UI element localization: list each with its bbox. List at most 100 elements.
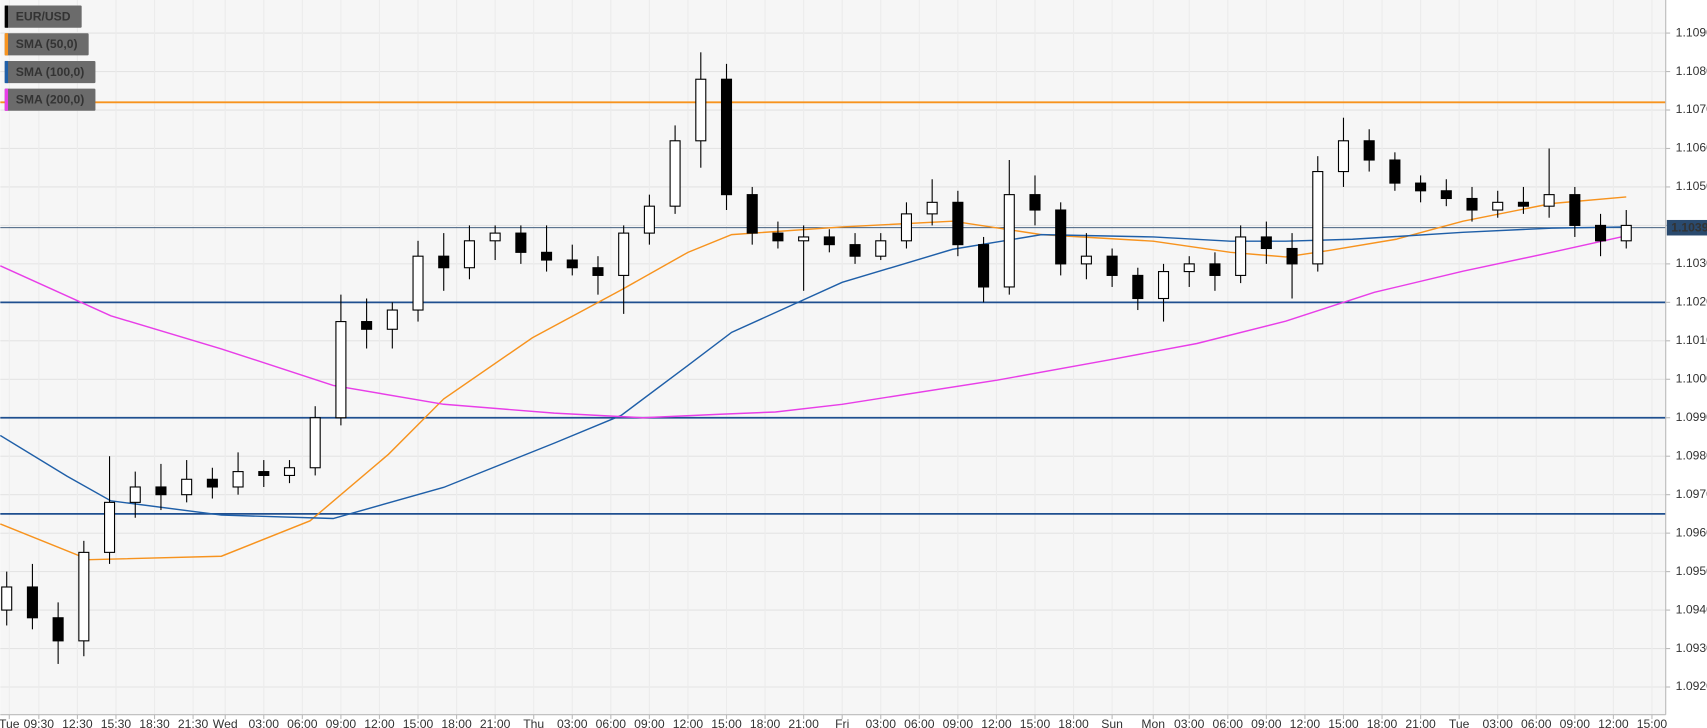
- candle: [592, 256, 604, 295]
- candle: [952, 190, 964, 257]
- candle-body: [1569, 194, 1581, 226]
- candle-body: [1003, 194, 1015, 288]
- x-tick-label: Tue: [1449, 717, 1470, 728]
- candle-body: [1209, 263, 1221, 276]
- candle-body: [1389, 159, 1401, 184]
- legend-label: SMA (100,0): [16, 65, 85, 79]
- candle: [669, 125, 681, 214]
- candle-body: [1543, 194, 1555, 207]
- candle: [1492, 190, 1504, 218]
- current-price-label: 1.10394: [1671, 220, 1707, 234]
- x-tick-label: Sun: [1101, 717, 1123, 728]
- candle-body: [258, 471, 270, 476]
- y-tick-label: 1.0920: [1676, 679, 1707, 693]
- y-tick-label: 1.1000: [1676, 371, 1707, 385]
- x-tick-label: 12:00: [981, 717, 1012, 728]
- candle: [104, 456, 116, 564]
- candle-body: [463, 240, 475, 269]
- legend-box: [4, 5, 82, 28]
- candle: [746, 186, 758, 245]
- candle: [52, 602, 64, 664]
- x-tick-label: 06:00: [1213, 717, 1244, 728]
- x-tick-label: 21:30: [178, 717, 209, 728]
- candle-body: [695, 78, 707, 142]
- candle: [1620, 210, 1632, 249]
- candle-body: [978, 244, 990, 288]
- candle-body: [1, 586, 13, 611]
- y-tick-label: 1.1060: [1676, 141, 1707, 155]
- legend-label: EUR/USD: [16, 9, 71, 23]
- candle-body: [618, 232, 630, 276]
- candle-body: [1492, 201, 1504, 211]
- candle-body: [720, 78, 733, 196]
- candle: [1415, 175, 1427, 203]
- candle: [1517, 186, 1529, 214]
- candle: [566, 244, 578, 276]
- candle: [181, 460, 193, 503]
- candle-body: [78, 551, 90, 642]
- candle-body: [1440, 190, 1452, 200]
- candle-body: [104, 501, 116, 553]
- candle: [1389, 152, 1401, 191]
- candle: [206, 467, 218, 499]
- candle: [823, 229, 835, 253]
- candle-body: [335, 321, 347, 419]
- x-tick-label: 15:00: [1637, 717, 1668, 728]
- y-tick-label: 1.0970: [1676, 487, 1707, 501]
- candle-body: [155, 486, 167, 496]
- candle-body: [26, 586, 38, 619]
- candle: [463, 225, 475, 280]
- x-tick-label: 09:00: [634, 717, 665, 728]
- candle: [335, 294, 347, 426]
- x-tick-label: 15:00: [403, 717, 434, 728]
- y-tick-label: 1.1090: [1676, 25, 1707, 39]
- candle: [1569, 186, 1581, 237]
- candle-body: [1466, 197, 1478, 211]
- candle-body: [900, 213, 912, 242]
- candle-body: [181, 478, 193, 496]
- current-price-tag: [1666, 219, 1707, 236]
- candle: [489, 225, 501, 261]
- legend-box: [4, 33, 89, 56]
- candle-body: [592, 267, 604, 276]
- candle-body: [669, 140, 681, 207]
- candle: [26, 563, 38, 630]
- candle-body: [1132, 274, 1144, 300]
- y-tick-label: 1.0940: [1676, 602, 1707, 616]
- x-tick-label: 18:00: [750, 717, 781, 728]
- candle-body: [952, 201, 964, 246]
- y-tick-label: 1.0930: [1676, 641, 1707, 655]
- candle-body: [566, 259, 578, 269]
- candle-body: [823, 236, 835, 246]
- x-tick-label: 06:00: [287, 717, 318, 728]
- candle: [875, 233, 887, 261]
- x-tick-label: 18:00: [1058, 717, 1089, 728]
- candle-body: [52, 617, 64, 642]
- candle: [541, 225, 553, 272]
- candle: [129, 471, 141, 518]
- x-tick-label: 12:00: [1598, 717, 1629, 728]
- x-tick-label: 18:00: [441, 717, 472, 728]
- candle-body: [1312, 171, 1324, 265]
- candle: [1055, 202, 1067, 276]
- candle-body: [1595, 224, 1607, 242]
- y-tick-label: 1.0990: [1676, 410, 1707, 424]
- candle: [78, 540, 90, 657]
- legend-swatch: [4, 60, 9, 84]
- legend-swatch: [4, 5, 9, 28]
- y-tick-label: 1.1050: [1676, 179, 1707, 193]
- candle: [1440, 179, 1452, 207]
- candle: [1363, 129, 1375, 172]
- x-tick-label: 03:00: [1174, 717, 1205, 728]
- x-tick-label: Fri: [835, 717, 849, 728]
- candle-body: [412, 255, 424, 311]
- candle: [1260, 221, 1272, 264]
- candle: [515, 225, 527, 264]
- x-tick-label: 03:00: [1482, 717, 1513, 728]
- candle: [1080, 233, 1092, 280]
- x-tick-label: 03:00: [557, 717, 588, 728]
- candle-body: [798, 236, 810, 242]
- candle-body: [1620, 224, 1632, 242]
- candle: [1029, 175, 1041, 226]
- x-tick-label: 18:00: [1367, 717, 1398, 728]
